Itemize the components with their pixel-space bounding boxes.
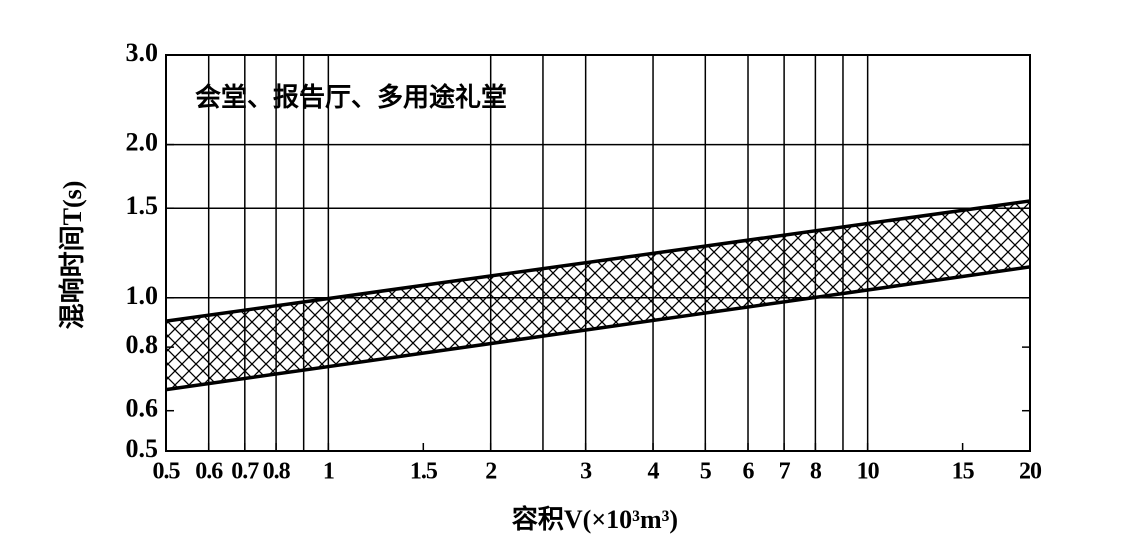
x-tick-label: 20 xyxy=(1019,459,1042,485)
x-tick-label: 15 xyxy=(952,459,975,485)
y-tick-label: 2.0 xyxy=(126,128,159,157)
x-tick-label: 5 xyxy=(700,459,712,485)
y-tick-label: 0.5 xyxy=(126,434,159,463)
y-tick-label: 0.6 xyxy=(126,394,159,423)
y-tick-label: 1.5 xyxy=(126,191,159,220)
y-tick-label: 1.0 xyxy=(126,281,159,310)
x-tick-label: 3 xyxy=(580,459,592,485)
x-tick-label: 8 xyxy=(810,459,822,485)
annotation: 会堂、报告厅、多用途礼堂 xyxy=(195,82,507,112)
x-axis-label: 容积V(×10³m³) xyxy=(512,504,678,534)
x-tick-label: 0.5 xyxy=(153,459,181,485)
y-tick-label: 3.0 xyxy=(126,38,159,67)
plot-frame xyxy=(165,54,1031,452)
band-upper-line xyxy=(165,199,1031,323)
x-tick-label: 4 xyxy=(648,459,660,485)
y-tick-label: 0.8 xyxy=(126,330,159,359)
x-tick-label: 1.5 xyxy=(410,459,438,485)
x-tick-label: 10 xyxy=(857,459,880,485)
x-tick-label: 2 xyxy=(485,459,496,485)
band-lower-line xyxy=(165,265,1031,392)
x-tick-label: 0.6 xyxy=(195,459,223,485)
x-tick-label: 7 xyxy=(779,459,791,485)
x-tick-label: 0.8 xyxy=(263,459,291,485)
x-tick-label: 0.7 xyxy=(231,459,259,485)
y-axis-label: 混响时间T(s) xyxy=(57,181,87,330)
band-area xyxy=(166,200,1030,390)
x-tick-label: 1 xyxy=(323,459,334,485)
x-tick-label: 6 xyxy=(743,459,755,485)
